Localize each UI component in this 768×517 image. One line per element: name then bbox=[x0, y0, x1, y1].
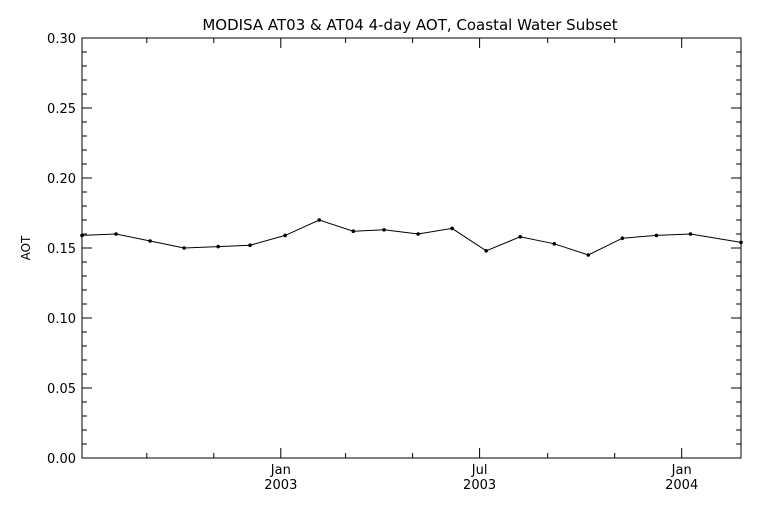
data-point bbox=[518, 235, 523, 239]
data-point bbox=[80, 233, 84, 238]
x-tick-label-month: Jan bbox=[270, 463, 291, 478]
y-tick-label: 0.30 bbox=[47, 32, 76, 47]
data-point bbox=[283, 233, 287, 238]
x-tick-label-year: 2003 bbox=[264, 478, 297, 493]
chart-title: MODISA AT03 & AT04 4-day AOT, Coastal Wa… bbox=[202, 16, 617, 34]
x-tick-label-month: Jul bbox=[471, 463, 488, 478]
data-point bbox=[484, 249, 488, 253]
data-point bbox=[114, 232, 118, 236]
data-point bbox=[248, 243, 252, 247]
data-point bbox=[739, 240, 743, 245]
series-layer bbox=[80, 218, 743, 257]
data-point bbox=[317, 218, 322, 222]
y-tick-label: 0.00 bbox=[47, 452, 76, 467]
data-point bbox=[620, 236, 625, 240]
x-tick-label-year: 2003 bbox=[463, 478, 496, 493]
y-tick-label: 0.05 bbox=[47, 382, 76, 397]
y-tick-label: 0.10 bbox=[47, 312, 76, 327]
y-tick-label: 0.25 bbox=[47, 102, 76, 117]
y-tick-label: 0.20 bbox=[47, 172, 76, 187]
data-point bbox=[382, 228, 386, 232]
data-point bbox=[688, 232, 693, 236]
data-point bbox=[182, 246, 186, 250]
plot-frame bbox=[81, 37, 742, 459]
x-tick-label-year: 2004 bbox=[665, 478, 698, 493]
y-tick-label: 0.15 bbox=[47, 242, 76, 257]
y-axis-label: AOT bbox=[19, 235, 33, 260]
data-point bbox=[351, 229, 356, 233]
axes-layer: 0.000.050.100.150.200.250.30Jan2003Jul20… bbox=[47, 32, 742, 493]
x-tick-label-month: Jan bbox=[671, 463, 692, 478]
data-point bbox=[552, 242, 557, 246]
data-point bbox=[586, 253, 591, 257]
data-point bbox=[654, 233, 659, 238]
series-line bbox=[81, 219, 742, 256]
data-point bbox=[450, 226, 454, 231]
data-point bbox=[216, 244, 220, 249]
data-point bbox=[148, 239, 152, 243]
data-point bbox=[416, 232, 420, 236]
